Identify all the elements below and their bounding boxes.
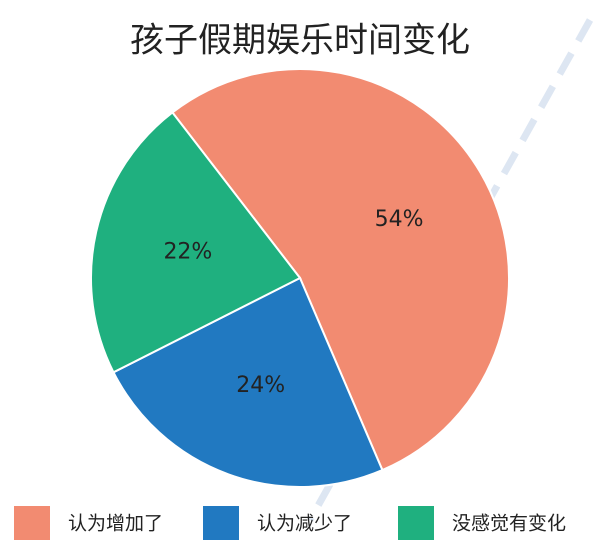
legend-label: 没感觉有变化 — [452, 513, 566, 535]
legend-label: 认为减少了 — [257, 513, 352, 535]
legend-swatch — [203, 506, 239, 540]
legend-label: 认为增加了 — [68, 513, 163, 535]
data-label: 54% — [375, 207, 424, 232]
data-label: 24% — [236, 373, 285, 398]
data-label: 22% — [163, 240, 212, 265]
legend: 认为增加了 认为减少了 没感觉有变化 — [14, 506, 566, 540]
legend-swatch — [398, 506, 434, 540]
pie: 54% 24% 22% — [90, 68, 510, 488]
pie-slice — [171, 68, 510, 472]
chart-title: 孩子假期娱乐时间变化 — [130, 21, 470, 61]
pie-slice — [112, 276, 384, 488]
legend-swatch — [14, 506, 50, 540]
pie-slice — [90, 111, 302, 374]
